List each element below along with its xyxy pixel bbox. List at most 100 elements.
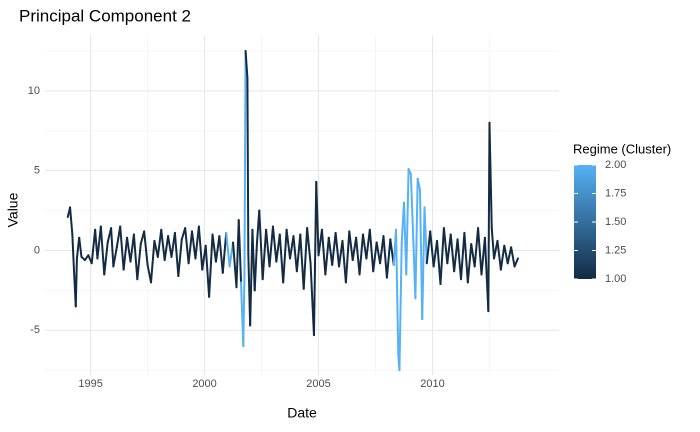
line-segment (211, 233, 217, 263)
line-segment (282, 228, 288, 284)
line-segment (463, 231, 469, 284)
x-tick-label: 2000 (192, 378, 216, 390)
line-segment (242, 273, 246, 348)
line-segment (243, 49, 247, 276)
line-segment (156, 228, 163, 258)
line-segment (90, 228, 97, 265)
colorbar-label: 1.25 (605, 244, 626, 256)
line-segment (246, 77, 250, 255)
line-segment (299, 233, 305, 290)
line-segment (423, 206, 428, 265)
x-tick-label: 2010 (420, 378, 444, 390)
line-segment (306, 227, 312, 265)
y-tick-label: 5 (34, 165, 40, 177)
line-segment (225, 231, 231, 268)
line-segment (355, 236, 361, 276)
line-segment (103, 241, 109, 276)
line-segment (439, 227, 445, 286)
x-tick-label: 1995 (78, 378, 102, 390)
line-segment (204, 244, 211, 298)
line-segment (271, 225, 278, 263)
line-segment (208, 233, 214, 298)
line-segment (398, 241, 403, 372)
line-segment (278, 233, 285, 284)
line-segment (327, 236, 334, 266)
line-segment (429, 230, 435, 268)
line-segment (490, 227, 496, 260)
line-segment (218, 235, 224, 274)
line-segment (302, 227, 309, 290)
line-segment (173, 231, 180, 278)
line-segment (358, 233, 364, 276)
line-segment (499, 244, 506, 271)
line-segment (265, 228, 271, 268)
line-segment (136, 243, 142, 281)
line-segment (459, 231, 466, 281)
line-segment (348, 230, 354, 262)
line-segment (488, 121, 493, 230)
line-segment (449, 233, 456, 273)
line-segment (71, 233, 75, 262)
line-segment (442, 227, 449, 265)
line-segment (285, 228, 292, 260)
line-segment (187, 230, 194, 265)
line-segment (334, 231, 341, 268)
line-segment (163, 235, 170, 262)
line-segment (119, 225, 125, 271)
line-segment (473, 227, 480, 268)
line-segment (261, 228, 268, 281)
line-segment (268, 225, 274, 268)
line-segment (112, 246, 118, 268)
line-segment (126, 236, 132, 263)
line-segment (416, 177, 421, 191)
line-segment (315, 180, 320, 257)
colorbar-label: 1.75 (605, 187, 626, 199)
line-segment (425, 230, 432, 265)
line-segment (160, 228, 166, 262)
line-segment (253, 241, 258, 292)
line-segment (414, 177, 419, 300)
line-segment (331, 231, 337, 266)
line-segment (177, 238, 183, 278)
line-segment (122, 236, 129, 271)
line-segment (496, 239, 502, 271)
line-segment (361, 233, 368, 260)
line-segment (184, 227, 190, 265)
line-segment (324, 236, 330, 276)
x-tick-label: 2005 (306, 378, 330, 390)
line-segment (409, 172, 415, 236)
line-segment (453, 238, 459, 273)
line-segment (385, 238, 392, 279)
line-segment (167, 235, 173, 258)
colorbar-label: 2.00 (605, 159, 626, 171)
line-segment (477, 227, 483, 276)
line-segment (99, 225, 106, 276)
line-segment (466, 243, 473, 284)
line-segment (456, 238, 462, 281)
line-segment (292, 235, 298, 273)
line-segment (368, 228, 375, 273)
legend-title: Regime (Cluster) (573, 141, 671, 156)
line-segment (446, 233, 452, 265)
y-axis-title: Value (5, 192, 21, 227)
x-axis-title: Date (287, 405, 317, 421)
line-segment (237, 219, 243, 284)
line-segment (244, 49, 249, 80)
line-segment (149, 239, 156, 284)
line-segment (191, 230, 197, 260)
line-segment (436, 239, 442, 286)
line-segment (132, 233, 139, 281)
line-segment (421, 206, 426, 321)
line-segment (513, 257, 519, 268)
line-segment (197, 225, 204, 271)
line-segment (78, 236, 83, 258)
y-tick-label: -5 (30, 324, 40, 336)
line-segment (312, 180, 318, 337)
line-segment (503, 244, 509, 265)
line-segment (372, 241, 378, 273)
colorbar-label: 1.50 (605, 216, 626, 228)
line-segment (341, 239, 347, 284)
line-segment (258, 209, 264, 281)
colorbar (574, 165, 596, 279)
